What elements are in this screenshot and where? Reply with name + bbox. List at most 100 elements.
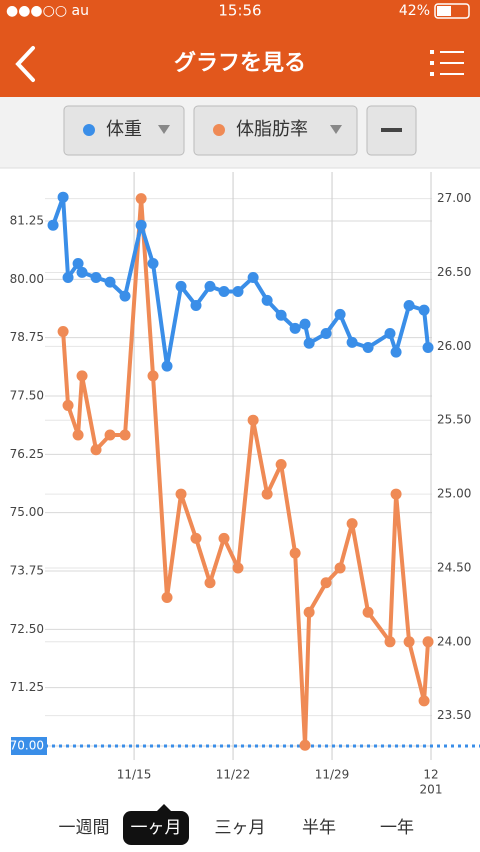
data-point — [72, 429, 84, 441]
toggle-label: 体重 — [106, 119, 142, 140]
data-point — [390, 346, 402, 358]
data-point — [275, 309, 287, 321]
data-point — [161, 360, 173, 372]
series-line — [61, 196, 431, 748]
y2-tick-label: 23.50 — [437, 708, 471, 722]
y2-tick-label: 26.50 — [437, 265, 471, 279]
data-point — [135, 193, 147, 205]
y-tick-label: 77.50 — [10, 389, 44, 403]
x-tick-label: 11/22 — [216, 768, 251, 782]
data-point — [104, 429, 116, 441]
data-point — [147, 370, 159, 382]
data-point — [422, 636, 434, 648]
data-point — [62, 271, 74, 283]
x-tick-label: 11/29 — [315, 768, 350, 782]
data-point — [384, 636, 396, 648]
data-point — [57, 326, 69, 338]
header-title: グラフを見る — [174, 50, 306, 76]
data-point — [418, 304, 430, 316]
data-point — [175, 488, 187, 500]
data-point — [299, 318, 311, 330]
y-tick-label: 81.25 — [10, 214, 44, 228]
data-point — [320, 577, 332, 589]
data-point — [289, 547, 301, 559]
data-point — [303, 606, 315, 618]
y-tick-label: 78.75 — [10, 330, 44, 344]
data-point — [76, 370, 88, 382]
data-point — [119, 290, 131, 302]
data-point — [175, 280, 187, 292]
y2-tick-label: 25.00 — [437, 487, 471, 501]
time: 15:56 — [218, 2, 261, 20]
tab[interactable]: 一ヶ月 — [131, 818, 182, 838]
menu-button[interactable] — [430, 50, 464, 76]
back-button[interactable] — [15, 46, 35, 82]
legend-dot — [213, 124, 225, 136]
y-tick-label: 70.00 — [10, 739, 44, 753]
data-point — [334, 308, 346, 320]
data-point — [204, 577, 216, 589]
chart: 70.00 71.25 72.50 73.75 75.00 76.25 77.50 78.75… — [10, 172, 480, 797]
battery-level — [437, 6, 451, 16]
tab[interactable]: 三ヶ月 — [215, 818, 266, 838]
data-point — [346, 518, 358, 530]
data-point — [104, 276, 116, 288]
y-tick-label: 75.00 — [10, 505, 44, 519]
toggle-weight[interactable]: 体重 — [63, 105, 185, 156]
y2-tick-label: 24.50 — [437, 560, 471, 574]
toggle-bodyfat[interactable]: 体脂肪率 — [193, 105, 358, 156]
header-bg — [0, 0, 480, 97]
data-point — [190, 532, 202, 544]
y-tick-label: 71.25 — [10, 680, 44, 694]
y-tick-label: 80.00 — [10, 272, 44, 286]
x-tick-label: 12 — [423, 768, 438, 782]
legend-dot — [83, 124, 95, 136]
y-tick-label: 72.50 — [10, 622, 44, 636]
data-point — [362, 341, 374, 353]
goal-label-bg — [11, 737, 47, 755]
data-point — [422, 341, 434, 353]
data-point — [261, 294, 273, 306]
data-point — [119, 429, 131, 441]
tab-caret — [156, 804, 172, 812]
data-point — [135, 219, 147, 231]
data-point — [62, 399, 74, 411]
remove-button[interactable] — [366, 105, 417, 156]
data-point — [47, 219, 59, 231]
y2-tick-label: 27.00 — [437, 191, 471, 205]
tab[interactable]: 一週間 — [59, 818, 110, 838]
data-point — [161, 591, 173, 603]
y2-tick-label: 24.00 — [437, 634, 471, 648]
data-point — [90, 444, 102, 456]
data-point — [247, 414, 259, 426]
y-tick-label: 73.75 — [10, 564, 44, 578]
tab[interactable]: 一年 — [380, 818, 414, 838]
data-point — [299, 739, 311, 751]
x-tick-label: 11/15 — [117, 768, 152, 782]
carrier: ●●●○○ au — [6, 3, 89, 19]
data-point — [147, 257, 159, 269]
y2-tick-label: 26.00 — [437, 339, 471, 353]
data-point — [72, 257, 84, 269]
data-point — [261, 488, 273, 500]
data-point — [232, 285, 244, 297]
toggle-label: 体脂肪率 — [236, 119, 308, 140]
data-point — [403, 299, 415, 311]
y2-tick-label: 25.50 — [437, 413, 471, 427]
data-point — [289, 322, 301, 334]
y-tick-label: 76.25 — [10, 447, 44, 461]
tab[interactable]: 半年 — [302, 818, 336, 838]
data-point — [204, 280, 216, 292]
data-point — [320, 327, 332, 339]
data-point — [76, 266, 88, 278]
x-year-label: 201 — [420, 783, 443, 797]
data-point — [303, 337, 315, 349]
data-point — [334, 562, 346, 574]
data-point — [232, 562, 244, 574]
data-point — [403, 636, 415, 648]
data-point — [247, 271, 259, 283]
data-point — [57, 191, 69, 203]
data-point — [218, 285, 230, 297]
